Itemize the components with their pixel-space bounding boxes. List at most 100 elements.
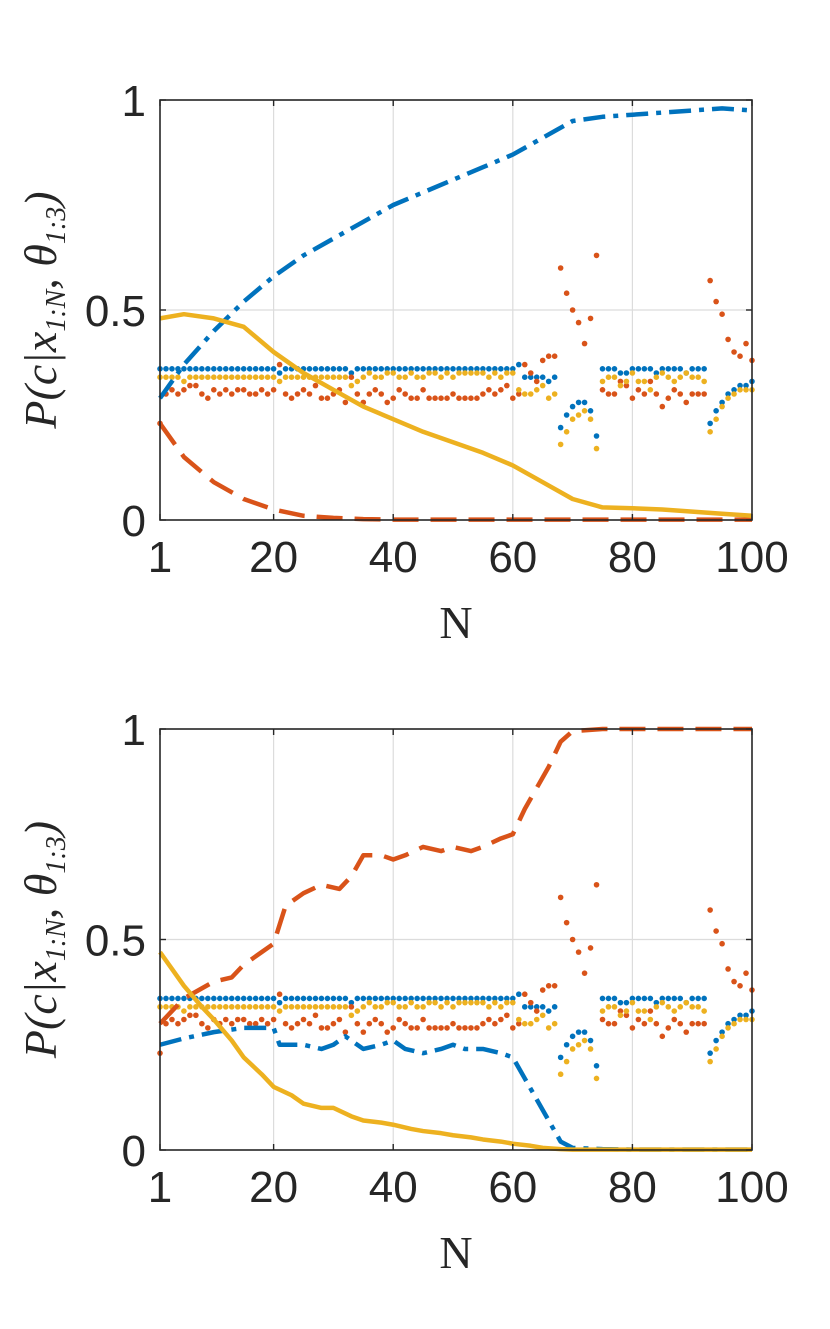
scatter-point bbox=[324, 995, 331, 1002]
scatter-point bbox=[527, 1004, 534, 1010]
scatter-point bbox=[294, 374, 301, 381]
scatter-point bbox=[719, 1033, 725, 1040]
scatter-point bbox=[181, 366, 187, 372]
scatter-point bbox=[348, 1012, 355, 1019]
scatter-point bbox=[348, 382, 355, 389]
scatter-point bbox=[581, 399, 588, 406]
x-tick-label: 20 bbox=[249, 533, 298, 582]
scatter-point bbox=[264, 391, 271, 397]
scatter-point bbox=[414, 1025, 420, 1031]
scatter-point bbox=[462, 999, 468, 1006]
scatter-point bbox=[330, 366, 337, 372]
scatter-point bbox=[444, 1025, 450, 1031]
scatter-point bbox=[354, 1008, 361, 1014]
scatter-point bbox=[539, 357, 546, 364]
scatter-point bbox=[234, 387, 241, 393]
scatter-point bbox=[665, 1004, 672, 1010]
scatter-point bbox=[438, 374, 444, 381]
scatter-point bbox=[360, 1029, 367, 1035]
scatter-point bbox=[187, 366, 193, 372]
x-tick-label: 40 bbox=[369, 533, 418, 582]
scatter-point bbox=[551, 1020, 558, 1027]
scatter-point bbox=[258, 387, 265, 393]
scatter-point bbox=[462, 395, 468, 402]
scatter-point bbox=[354, 366, 361, 372]
scatter-point bbox=[246, 1004, 253, 1010]
scatter-point bbox=[366, 995, 373, 1002]
scatter-point bbox=[474, 395, 480, 402]
scatter-point bbox=[593, 252, 600, 259]
scatter-point bbox=[480, 391, 486, 397]
scatter-point bbox=[264, 374, 271, 381]
scatter-point bbox=[539, 1004, 546, 1010]
scatter-point bbox=[324, 366, 331, 372]
scatter-point bbox=[276, 991, 283, 998]
scatter-point bbox=[211, 374, 217, 381]
scatter-point bbox=[551, 353, 558, 360]
scatter-point bbox=[569, 403, 576, 410]
scatter-point bbox=[432, 999, 438, 1006]
scatter-point bbox=[593, 1063, 600, 1069]
scatter-point bbox=[408, 995, 414, 1002]
scatter-point bbox=[366, 370, 373, 376]
scatter-point bbox=[725, 1020, 731, 1027]
scatter-point bbox=[396, 366, 402, 372]
y-label-subscript: 1:N bbox=[41, 288, 72, 331]
scatter-point bbox=[384, 366, 391, 372]
scatter-point bbox=[312, 366, 319, 372]
scatter-point bbox=[342, 995, 349, 1002]
scatter-point bbox=[707, 907, 713, 913]
scatter-point bbox=[629, 395, 636, 402]
scatter-point bbox=[504, 370, 510, 376]
scatter-point bbox=[545, 378, 552, 385]
scatter-point bbox=[205, 374, 211, 381]
scatter-point bbox=[246, 391, 253, 397]
scatter-point bbox=[474, 995, 480, 1002]
scatter-point bbox=[462, 995, 468, 1002]
scatter-point bbox=[737, 1016, 743, 1023]
scatter-point bbox=[372, 1016, 379, 1023]
scatter-point bbox=[659, 999, 666, 1006]
scatter-point bbox=[270, 387, 277, 393]
scatter-point bbox=[324, 1004, 331, 1010]
scatter-point bbox=[557, 424, 564, 431]
scatter-point bbox=[360, 1004, 367, 1010]
scatter-point bbox=[689, 391, 696, 397]
scatter-point bbox=[366, 366, 373, 372]
scatter-point bbox=[300, 1004, 307, 1010]
scatter-point bbox=[689, 995, 696, 1002]
scatter-point bbox=[342, 366, 349, 372]
scatter-point bbox=[713, 408, 719, 414]
series-line-blue bbox=[158, 106, 753, 400]
scatter-point bbox=[492, 999, 498, 1006]
scatter-point bbox=[521, 1004, 528, 1010]
scatter-point bbox=[408, 395, 414, 402]
scatter-point bbox=[593, 881, 600, 888]
scatter-point bbox=[731, 978, 737, 985]
scatter-point bbox=[689, 366, 696, 372]
scatter-point bbox=[300, 1016, 307, 1023]
scatter-point bbox=[348, 999, 355, 1006]
scatter-point bbox=[599, 366, 606, 372]
scatter-point bbox=[563, 429, 570, 435]
scatter-point bbox=[647, 366, 654, 372]
scatter-point bbox=[695, 391, 701, 397]
scatter-point bbox=[635, 387, 642, 393]
series-line-orange bbox=[158, 422, 752, 522]
scatter-point bbox=[450, 1004, 456, 1010]
scatter-point bbox=[216, 995, 223, 1002]
scatter-point bbox=[169, 374, 175, 381]
scatter-point bbox=[647, 995, 654, 1002]
x-tick-label: 80 bbox=[608, 1163, 657, 1212]
scatter-point bbox=[426, 1025, 432, 1031]
scatter-point bbox=[587, 408, 594, 414]
scatter-point bbox=[504, 999, 510, 1006]
scatter-point bbox=[378, 1004, 385, 1010]
scatter-point bbox=[222, 1016, 229, 1023]
scatter-point bbox=[527, 370, 534, 376]
scatter-point bbox=[420, 374, 426, 381]
scatter-point bbox=[222, 387, 229, 393]
scatter-point bbox=[211, 366, 217, 372]
scatter-point bbox=[276, 361, 283, 368]
